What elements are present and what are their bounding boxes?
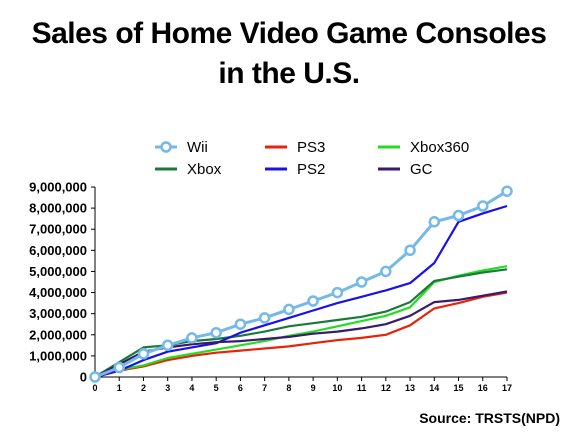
y-tick-label: 9,000,000	[29, 180, 87, 195]
y-tick-label: 7,000,000	[29, 222, 87, 237]
chart-title-line-2: in the U.S.	[218, 57, 360, 90]
series-line-ps2	[94, 204, 508, 379]
x-tick-label: 13	[405, 383, 415, 393]
data-point-wii	[258, 312, 271, 324]
x-tick-label: 2	[141, 383, 146, 393]
y-tick-label: 5,000,000	[29, 264, 87, 279]
chart-title-line-1: Sales of Home Video Game Consoles	[31, 17, 547, 50]
data-point-wii	[234, 318, 247, 330]
data-point-wii	[307, 295, 319, 307]
legend-ps2-label: PS2	[297, 161, 325, 178]
data-point-wii	[477, 200, 489, 212]
x-tick-label: 5	[214, 383, 219, 393]
y-tick-label: 3,000,000	[29, 306, 87, 321]
x-tick-label: 7	[262, 383, 267, 393]
legend-wii-marker	[160, 141, 172, 153]
data-point-wii	[161, 339, 174, 352]
data-point-wii	[137, 348, 150, 360]
y-tick-label: 2,000,000	[29, 327, 87, 342]
data-point-wii	[186, 332, 198, 344]
x-tick-label: 10	[332, 383, 342, 393]
data-point-wii	[113, 361, 125, 374]
data-point-wii	[501, 185, 513, 197]
y-tick-label: 0	[80, 370, 87, 385]
data-point-wii	[428, 216, 441, 228]
y-tick-label: 6,000,000	[29, 243, 87, 258]
legend-wii-label: Wii	[187, 139, 208, 156]
x-tick-label: 0	[92, 383, 97, 393]
x-tick-label: 12	[381, 383, 391, 393]
chart-title: Sales of Home Video Game Consoles in the…	[0, 14, 578, 94]
y-tick-label: 1,000,000	[29, 348, 87, 363]
x-tick-label: 4	[189, 383, 194, 393]
x-tick-label: 15	[454, 383, 464, 393]
x-tick-label: 16	[478, 383, 488, 393]
x-tick-label: 8	[286, 383, 291, 393]
y-tick-label: 8,000,000	[29, 201, 87, 216]
series-line-wii	[94, 189, 508, 379]
data-point-wii	[404, 244, 416, 257]
y-tick-label: 4,000,000	[29, 285, 87, 300]
data-point-wii	[355, 276, 368, 288]
x-tick-label: 1	[117, 383, 122, 393]
x-tick-label: 3	[165, 383, 170, 393]
x-tick-label: 6	[238, 383, 243, 393]
data-point-wii	[380, 265, 392, 278]
x-tick-label: 9	[311, 383, 316, 393]
legend-xbox-label: Xbox	[187, 161, 222, 178]
data-point-wii	[210, 326, 222, 339]
source-note: Source: TRSTS(NPD)	[419, 410, 560, 426]
data-point-wii	[331, 286, 344, 299]
legend-xbox360-label: Xbox360	[410, 139, 469, 156]
data-point-wii	[89, 371, 101, 383]
series-line-ps3	[94, 291, 508, 379]
data-point-wii	[283, 303, 295, 316]
data-point-wii	[452, 209, 465, 222]
legend-ps3-label: PS3	[297, 139, 325, 156]
x-tick-label: 14	[429, 383, 439, 393]
x-tick-label: 17	[502, 383, 512, 393]
series-line-xbox360	[94, 265, 508, 379]
legend-gc-label: GC	[410, 161, 433, 178]
x-tick-label: 11	[357, 383, 367, 393]
